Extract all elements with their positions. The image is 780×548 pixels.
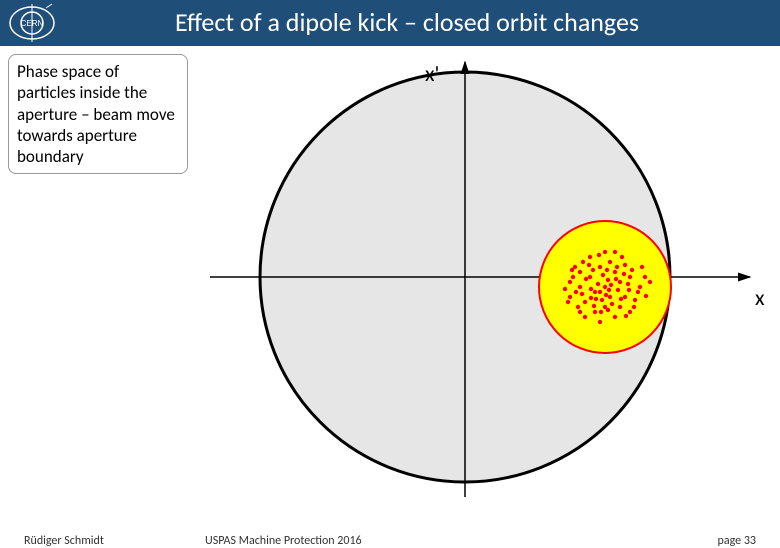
phase-space-svg xyxy=(210,52,770,512)
footer-page: page 33 xyxy=(718,534,756,548)
phase-space-diagram: x' x xyxy=(210,52,770,512)
cern-logo: CERN xyxy=(4,2,60,44)
slide-title: Effect of a dipole kick – closed orbit c… xyxy=(175,6,639,38)
x-axis-label: x xyxy=(755,284,765,311)
caption-box: Phase space of particles inside the aper… xyxy=(8,54,188,174)
footer-event: USPAS Machine Protection 2016 xyxy=(205,534,362,548)
svg-text:CERN: CERN xyxy=(21,19,44,28)
y-axis-label: x' xyxy=(425,60,439,87)
slide-header: CERN Effect of a dipole kick – closed or… xyxy=(0,0,780,46)
footer-author: Rüdiger Schmidt xyxy=(24,534,104,548)
